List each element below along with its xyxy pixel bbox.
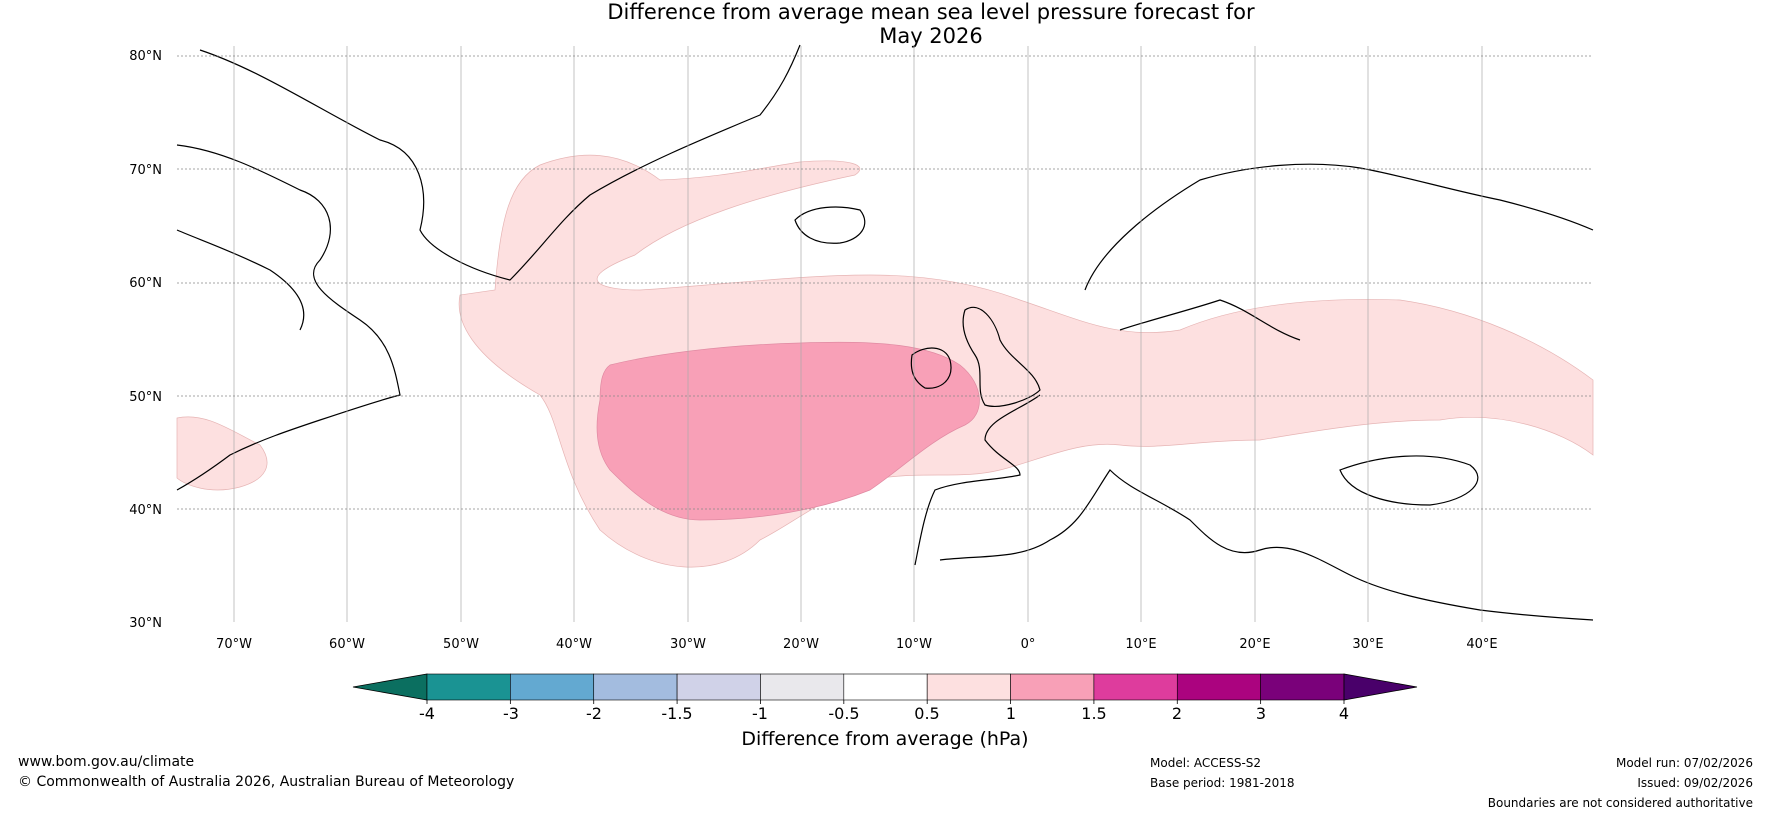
coastline-baltic: [1119, 299, 1301, 341]
lon-label-70W: 70°W: [216, 637, 252, 652]
lon-label-10E: 10°E: [1125, 637, 1156, 652]
coastline-black-sea: [1339, 455, 1479, 506]
lon-label-30E: 30°E: [1352, 637, 1383, 652]
cb-label-3: 3: [1256, 704, 1266, 723]
cb-label-neg1.5: -1.5: [661, 704, 692, 723]
footer-model: Model: ACCESS-S2: [1150, 756, 1262, 770]
colorbar-bin-7: [1010, 673, 1095, 701]
lon-label-40E: 40°E: [1466, 637, 1497, 652]
cb-label-1.5: 1.5: [1081, 704, 1106, 723]
cb-label-neg1: -1: [752, 704, 768, 723]
colorbar-bin-1: [510, 673, 595, 701]
coastline-ireland: [910, 347, 952, 389]
coastlines: [176, 44, 1594, 621]
footer-website: www.bom.gov.au/climate: [18, 754, 195, 770]
lat-label-30N: 30°N: [129, 616, 162, 631]
coastline-mediterranean: [939, 469, 1594, 621]
coastline-iceland: [794, 206, 866, 244]
lon-label-60W: 60°W: [329, 637, 365, 652]
colorbar-bin-10: [1260, 673, 1345, 701]
colorbar-extend-low: [352, 673, 428, 701]
title-line-1: Difference from average mean sea level p…: [607, 0, 1255, 24]
cb-label-1: 1: [1006, 704, 1016, 723]
cb-label-neg4: -4: [419, 704, 435, 723]
footer-base-period: Base period: 1981-2018: [1150, 776, 1295, 790]
colorbar-ticks: [426, 700, 1345, 704]
lon-label-30W: 30°W: [670, 637, 706, 652]
coastline-north-america: [176, 144, 401, 491]
cb-label-4: 4: [1339, 704, 1349, 723]
lon-label-40W: 40°W: [556, 637, 592, 652]
cb-label-neg0.5: -0.5: [828, 704, 859, 723]
colorbar-bin-9: [1176, 673, 1261, 701]
lon-label-20E: 20°E: [1239, 637, 1270, 652]
lat-label-70N: 70°N: [129, 163, 162, 178]
anomaly-contour-newfoundland: [176, 416, 268, 491]
map-title: Difference from average mean sea level p…: [0, 0, 1770, 48]
parallels: [177, 55, 1593, 510]
footer-copyright: © Commonwealth of Australia 2026, Austra…: [18, 774, 515, 790]
coastline-scandinavia: [1084, 163, 1594, 291]
cb-label-2: 2: [1172, 704, 1182, 723]
colorbar-bins: [426, 673, 1345, 701]
graticule: [233, 46, 1483, 622]
colorbar-bin-8: [1093, 673, 1178, 701]
lon-axis-labels: 70°W 60°W 50°W 40°W 30°W 20°W 10°W 0° 10…: [216, 637, 1498, 652]
cb-label-neg3: -3: [503, 704, 519, 723]
footer-issued: Issued: 09/02/2026: [1637, 776, 1753, 790]
colorbar-bin-3: [676, 673, 761, 701]
lon-label-20W: 20°W: [783, 637, 819, 652]
colorbar: -4 -3 -2 -1.5 -1 -0.5 0.5 1 1.5 2 3 4 Di…: [352, 673, 1418, 750]
lat-label-60N: 60°N: [129, 276, 162, 291]
footer-disclaimer: Boundaries are not considered authoritat…: [1487, 796, 1753, 810]
lat-label-80N: 80°N: [129, 49, 162, 64]
lon-label-0: 0°: [1021, 637, 1036, 652]
colorbar-bin-6: [926, 673, 1011, 701]
colorbar-label: Difference from average (hPa): [741, 728, 1028, 750]
title-line-2: May 2026: [879, 24, 983, 48]
colorbar-bin-0: [426, 673, 511, 701]
lon-label-50W: 50°W: [443, 637, 479, 652]
lat-label-40N: 40°N: [129, 503, 162, 518]
lat-axis-labels: 80°N 70°N 60°N 50°N 40°N 30°N: [129, 49, 162, 631]
coastline-labrador: [176, 229, 305, 331]
colorbar-bin-2: [593, 673, 678, 701]
coastline-europe-west: [914, 394, 1041, 566]
cb-label-0.5: 0.5: [914, 704, 939, 723]
colorbar-bin-5: [843, 673, 928, 701]
lon-label-10W: 10°W: [896, 637, 932, 652]
anomaly-contour-1-1.5: [596, 341, 980, 521]
pressure-anomaly-field: [176, 154, 1594, 568]
coastline-britain: [962, 306, 1041, 407]
colorbar-extend-high: [1343, 673, 1418, 701]
colorbar-bin-4: [760, 673, 845, 701]
colorbar-tick-labels: -4 -3 -2 -1.5 -1 -0.5 0.5 1 1.5 2 3 4: [419, 704, 1349, 723]
coastline-greenland: [199, 44, 801, 281]
cb-label-neg2: -2: [586, 704, 602, 723]
lat-label-50N: 50°N: [129, 390, 162, 405]
footer-model-run: Model run: 07/02/2026: [1615, 756, 1753, 770]
